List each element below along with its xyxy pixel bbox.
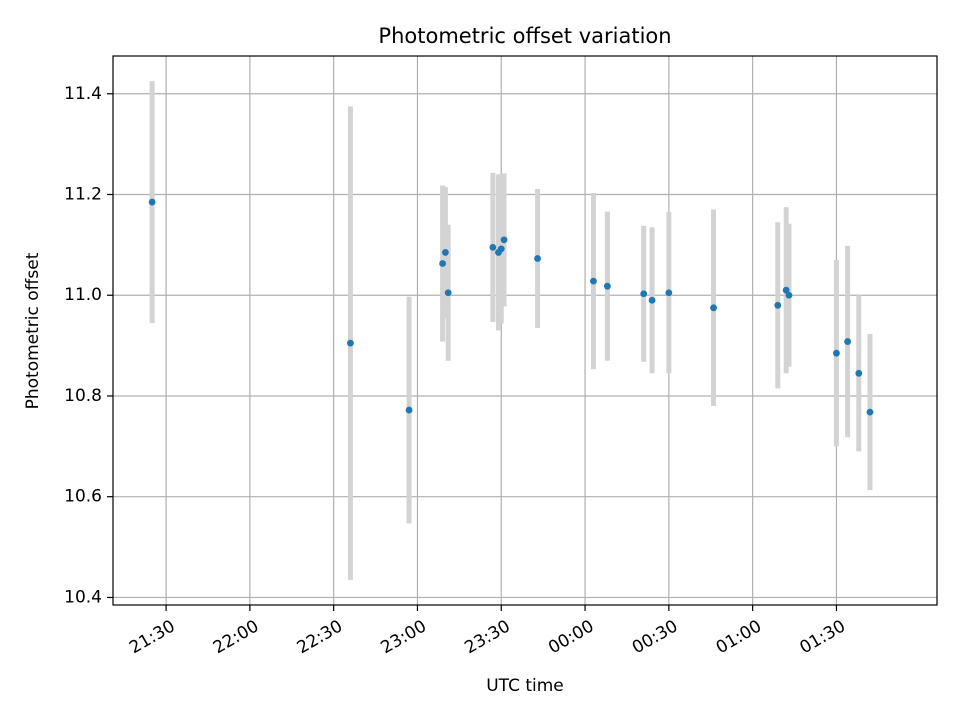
data-point <box>489 243 497 251</box>
data-point <box>844 338 852 345</box>
data-point <box>866 408 874 416</box>
data-point <box>497 245 505 253</box>
x-axis-label: UTC time <box>486 676 564 696</box>
data-point <box>439 260 446 267</box>
data-point <box>347 339 354 347</box>
data-point <box>833 349 840 357</box>
data-point <box>782 286 790 294</box>
data-point <box>604 282 611 290</box>
data-point <box>148 198 156 206</box>
y-tick-label: 11.2 <box>64 185 102 205</box>
data-point <box>405 406 413 414</box>
data-point <box>444 289 452 297</box>
y-tick-label: 10.4 <box>64 587 102 607</box>
y-tick-label: 11.0 <box>64 285 102 305</box>
grid <box>113 56 937 605</box>
data-point <box>534 255 541 262</box>
plot-area-frame <box>112 55 938 606</box>
data-point <box>785 291 793 299</box>
y-tick-label: 10.8 <box>64 386 102 406</box>
data-point <box>710 304 717 312</box>
y-tick-label: 11.4 <box>64 84 102 104</box>
chart-title: Photometric offset variation <box>378 24 671 48</box>
data-point <box>590 277 597 285</box>
data-point <box>855 369 863 377</box>
data-point <box>648 296 656 304</box>
data-point <box>665 289 673 297</box>
data-point <box>774 301 782 309</box>
data-point <box>500 236 508 244</box>
data-points <box>148 198 874 416</box>
y-axis-label: Photometric offset <box>23 252 43 409</box>
data-point <box>640 290 648 298</box>
data-point <box>441 249 449 256</box>
y-tick-label: 10.6 <box>64 487 102 507</box>
y-axis-ticks: 10.4 10.6 10.8 11.0 11.2 11.4 <box>64 84 113 607</box>
